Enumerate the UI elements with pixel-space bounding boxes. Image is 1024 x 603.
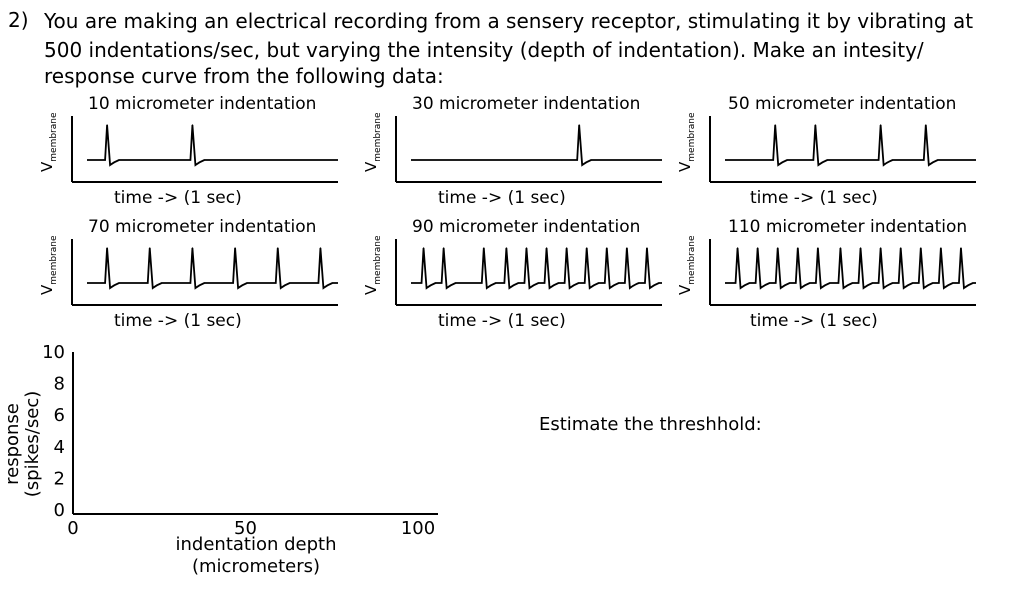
trace-plot: Vmembrane [38, 235, 338, 306]
spike-train [411, 247, 662, 290]
trace-title: 30 micrometer indentation [412, 94, 641, 114]
spike-peak [149, 247, 151, 249]
spike-peak [566, 247, 568, 249]
spike-peak [817, 247, 819, 249]
time-axis-label: time -> (1 sec) [750, 188, 878, 208]
spike-peak [920, 247, 922, 249]
trace-panel: 50 micrometer indentation Vmembrane time… [676, 94, 996, 209]
membrane-voltage-label: Vmembrane [362, 235, 383, 295]
time-axis-label: time -> (1 sec) [114, 188, 242, 208]
spike-peak [814, 124, 816, 126]
spike-peak [777, 247, 779, 249]
spike-peak [586, 247, 588, 249]
x-tick-label: 50 [234, 518, 257, 539]
spike-peak [191, 247, 194, 249]
trace-panel: 10 micrometer indentation Vmembrane time… [38, 94, 358, 209]
trace-panel: 30 micrometer indentation Vmembrane time… [362, 94, 682, 209]
trace-title: 70 micrometer indentation [88, 217, 317, 237]
spike-peak [900, 247, 902, 249]
y-tick-label: 8 [54, 374, 65, 395]
question-line-2: 500 indentations/sec, but varying the in… [44, 38, 924, 62]
trace-panel: 110 micrometer indentation Vmembrane tim… [676, 217, 996, 332]
spike-peak [940, 247, 942, 249]
question-line-1: You are making an electrical recording f… [44, 9, 974, 33]
trace-panel: 70 micrometer indentation Vmembrane time… [38, 217, 358, 332]
y-tick-label: 10 [42, 342, 65, 363]
spike-peak [578, 124, 580, 126]
spike-peak [525, 247, 528, 249]
trace-plot: Vmembrane [676, 235, 976, 306]
spike-peak [319, 247, 322, 249]
trace-title: 110 micrometer indentation [728, 217, 968, 237]
y-tick-label: 0 [54, 500, 65, 521]
trace-plot: Vmembrane [362, 112, 662, 183]
spike-train [87, 124, 338, 167]
membrane-voltage-label: Vmembrane [362, 112, 383, 172]
trace-plot: Vmembrane [362, 235, 662, 306]
question-line-3: response curve from the following data: [44, 64, 444, 88]
trace-plot: Vmembrane [676, 112, 976, 183]
spike-peak [839, 247, 842, 249]
response-x-label: indentation depth (micrometers) [176, 534, 337, 577]
trace-title: 10 micrometer indentation [88, 94, 317, 114]
spike-peak [277, 247, 279, 249]
membrane-voltage-label: Vmembrane [38, 112, 59, 172]
time-axis-label: time -> (1 sec) [750, 311, 878, 331]
x-tick-label: 0 [67, 518, 78, 539]
time-axis-label: time -> (1 sec) [438, 188, 566, 208]
y-tick-label: 6 [54, 405, 65, 426]
spike-train [725, 247, 976, 290]
threshold-prompt: Estimate the threshhold: [539, 414, 762, 435]
spike-peak [960, 247, 962, 249]
time-axis-label: time -> (1 sec) [114, 311, 242, 331]
trace-title: 90 micrometer indentation [412, 217, 641, 237]
spike-peak [106, 124, 108, 126]
spike-train [725, 124, 976, 167]
spike-peak [483, 247, 485, 249]
spike-peak [797, 247, 799, 249]
trace-panel: 90 micrometer indentation Vmembrane time… [362, 217, 682, 332]
membrane-voltage-label: Vmembrane [38, 235, 59, 295]
spike-peak [859, 247, 862, 249]
spike-peak [422, 247, 425, 249]
x-tick-label: 100 [401, 518, 435, 539]
y-tick-label: 2 [54, 468, 65, 489]
response-y-label: response(spikes/sec) [2, 391, 43, 498]
spike-peak [880, 247, 882, 249]
spike-peak [880, 124, 882, 126]
spike-peak [736, 247, 739, 249]
question-number: 2) [8, 8, 29, 32]
spike-train [411, 124, 662, 167]
spike-peak [646, 247, 648, 249]
membrane-voltage-label: Vmembrane [676, 112, 697, 172]
spike-peak [545, 247, 548, 249]
spike-train [87, 247, 338, 290]
trace-title: 50 micrometer indentation [728, 94, 957, 114]
spike-peak [606, 247, 608, 249]
trace-plot: Vmembrane [38, 112, 338, 183]
spike-peak [443, 247, 445, 249]
spike-peak [234, 247, 236, 249]
spike-peak [191, 124, 194, 126]
spike-peak [106, 247, 108, 249]
time-axis-label: time -> (1 sec) [438, 311, 566, 331]
spike-peak [757, 247, 759, 249]
spike-peak [925, 124, 927, 126]
membrane-voltage-label: Vmembrane [676, 235, 697, 295]
spike-peak [774, 124, 776, 126]
y-tick-label: 4 [54, 437, 65, 458]
spike-peak [505, 247, 507, 249]
spike-peak [626, 247, 628, 249]
